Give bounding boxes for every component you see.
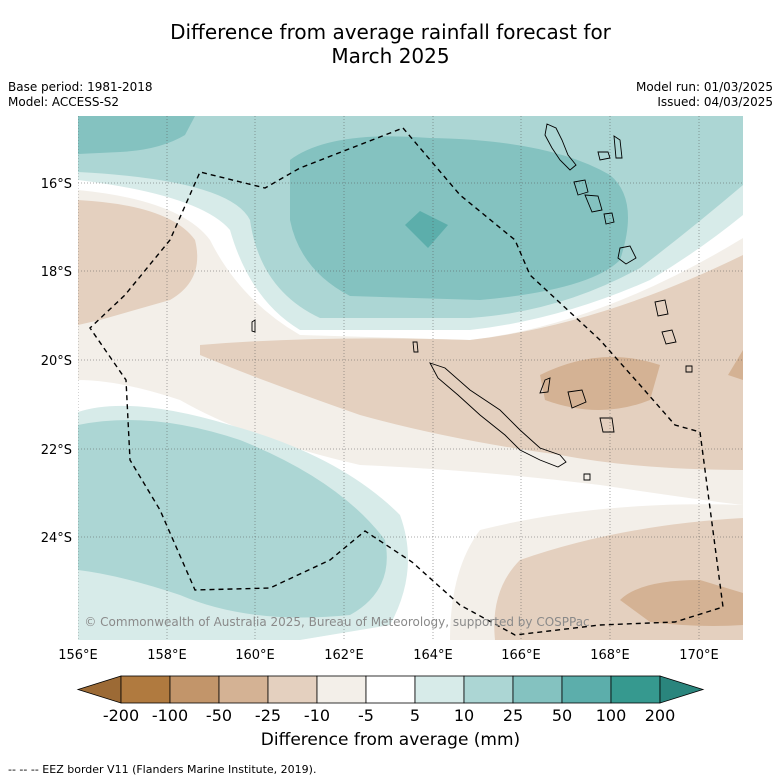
issued-date: Issued: 04/03/2025 [657, 95, 773, 109]
loyalty-mare [599, 417, 615, 433]
colorbar-segment [267, 675, 318, 704]
lon-tick-label: 162°E [324, 648, 364, 663]
colorbar-tick-label: 50 [552, 706, 572, 725]
model-run: Model run: 01/03/2025 [635, 80, 773, 94]
copyright-notice: © Commonwealth of Australia 2025, Bureau… [84, 615, 589, 629]
coastlines [251, 123, 693, 481]
lon-tick-label: 166°E [501, 648, 541, 663]
colorbar-under-arrow [76, 675, 122, 704]
colorbar: -200 -100 -50 -25 -10 -5 5 10 25 50 100 200 [76, 675, 705, 725]
lon-tick-label: 164°E [413, 648, 453, 663]
hunter-matthew [654, 299, 669, 317]
eez-border [89, 127, 724, 636]
colorbar-segment [414, 675, 465, 704]
colorbar-tick-label: -5 [358, 706, 374, 725]
loyalty-lifou [567, 389, 587, 409]
vanuatu-malakula [584, 194, 603, 213]
vanuatu-efate [603, 212, 615, 225]
colorbar-segment [316, 675, 367, 704]
colorbar-over-arrow [659, 675, 705, 704]
islet-far-east [685, 365, 693, 373]
ile-des-pins [583, 473, 591, 481]
colorbar-tick-label: 200 [645, 706, 676, 725]
axis-labels: 156°E 158°E 160°E 162°E 164°E 166°E 168°… [41, 177, 719, 663]
colorbar-segment [365, 675, 416, 704]
vanuatu-island [597, 151, 611, 161]
wet-patch-100 [405, 211, 448, 248]
chesterfield [251, 319, 256, 333]
colorbar-segment [169, 675, 220, 704]
lon-tick-label: 156°E [58, 648, 98, 663]
colorbar-tick-label: -10 [304, 706, 330, 725]
map-title: Difference from average rainfall forecas… [0, 20, 781, 68]
wet-band-50 [290, 136, 628, 300]
dry-band-25 [78, 200, 198, 325]
meta-right: Model run: 01/03/2025 Issued: 04/03/2025 [636, 80, 773, 110]
colorbar-segment [120, 675, 171, 704]
lon-tick-label: 160°E [235, 648, 275, 663]
colorbar-tick-label: 10 [454, 706, 474, 725]
lon-tick-label: 158°E [147, 648, 187, 663]
lat-tick-label: 22°S [41, 443, 72, 458]
lon-tick-label: 168°E [590, 648, 630, 663]
colorbar-tick-label: -200 [103, 706, 139, 725]
colorbar-segment [218, 675, 269, 704]
lon-tick-label: 170°E [679, 648, 719, 663]
title-line-2: March 2025 [331, 44, 450, 68]
vanuatu-santo [544, 123, 577, 171]
eez-footnote: -- -- -- EEZ border V11 (Flanders Marine… [8, 763, 317, 776]
base-period: Base period: 1981-2018 [8, 80, 153, 94]
belep [412, 341, 419, 353]
dry-band-25-central [200, 255, 743, 470]
wet-sw-25 [78, 420, 387, 618]
colorbar-tick-label: 25 [503, 706, 523, 725]
rainfall-anomaly-field [78, 116, 743, 640]
colorbar-tick-label: -100 [152, 706, 188, 725]
dry-se-50 [620, 580, 743, 626]
colorbar-segment [512, 675, 563, 704]
dry-patch-50-east [728, 350, 743, 380]
meta-left: Base period: 1981-2018 Model: ACCESS-S2 [8, 80, 153, 110]
graticule [78, 116, 743, 640]
lat-tick-label: 18°S [41, 265, 72, 280]
wet-patch-nw [78, 116, 195, 154]
lat-tick-label: 16°S [41, 177, 72, 192]
colorbar-segment [561, 675, 612, 704]
vanuatu-ambrym [573, 179, 589, 196]
colorbar-label: Difference from average (mm) [260, 730, 521, 750]
title-line-1: Difference from average rainfall forecas… [170, 20, 611, 44]
lat-tick-label: 24°S [41, 531, 72, 546]
colorbar-segment [463, 675, 514, 704]
vanuatu-pentecost [613, 135, 623, 159]
colorbar-tick-label: -25 [255, 706, 281, 725]
colorbar-tick-label: 100 [596, 706, 627, 725]
model-name: Model: ACCESS-S2 [8, 95, 120, 109]
dry-patch-50 [540, 357, 660, 410]
islet-east [661, 329, 677, 345]
vanuatu-tanna [617, 245, 637, 265]
loyalty-ouvea [539, 377, 551, 394]
colorbar-tick-label: -50 [206, 706, 232, 725]
colorbar-tick-label: 5 [410, 706, 420, 725]
colorbar-segment [610, 675, 661, 704]
lat-tick-label: 20°S [41, 354, 72, 369]
new-caledonia [429, 362, 567, 468]
